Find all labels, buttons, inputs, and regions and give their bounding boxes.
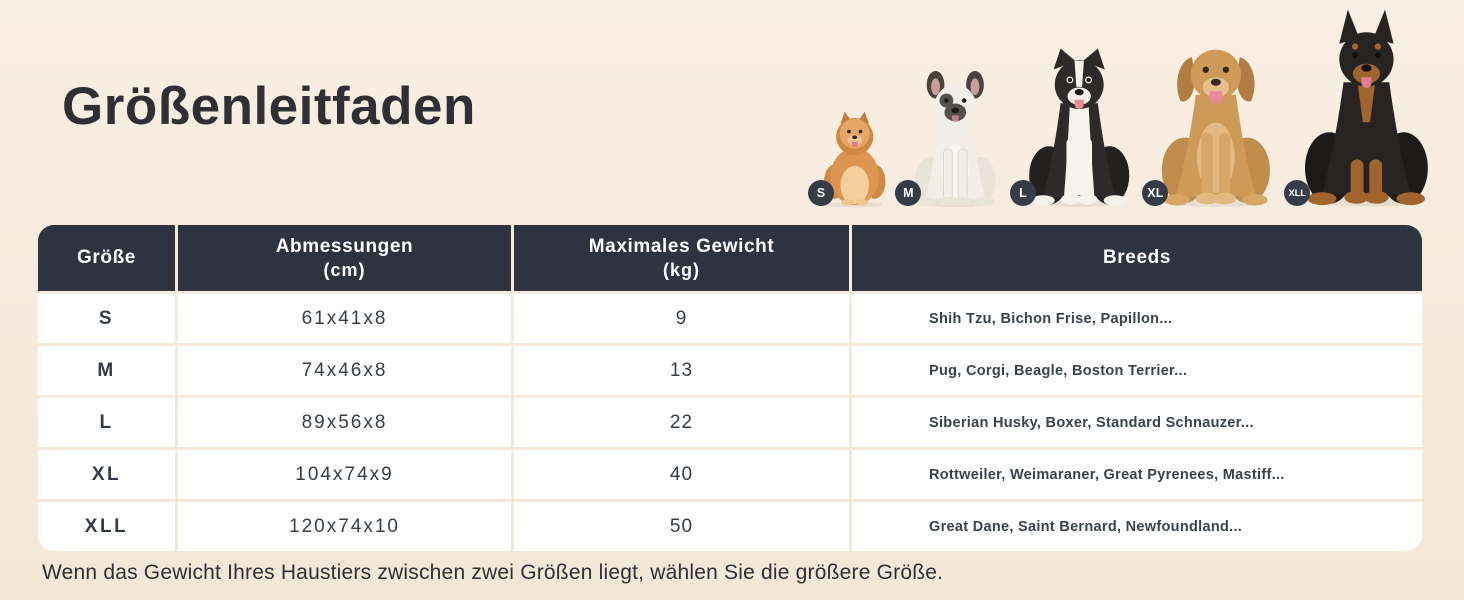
dog-illustration-golden-retriever xyxy=(1162,49,1271,207)
row-s-max-weight: 9 xyxy=(514,294,849,343)
row-xl-breeds: Rottweiler, Weimaraner, Great Pyrenees, … xyxy=(852,450,1422,499)
row-s-breeds: Shih Tzu, Bichon Frise, Papillon... xyxy=(852,294,1422,343)
row-l-breeds: Siberian Husky, Boxer, Standard Schnauze… xyxy=(852,398,1422,447)
size-badge-xl: XL xyxy=(1142,180,1169,206)
dog-illustration-pomeranian xyxy=(824,111,886,208)
column-header-max-weight-unit: (kg) xyxy=(663,259,700,280)
column-header-dimensions-unit: (cm) xyxy=(323,259,366,280)
row-l-max-weight: 22 xyxy=(514,398,849,447)
column-header-dimensions-label: Abmessungen xyxy=(275,235,414,257)
row-xl-size: XL xyxy=(38,450,175,499)
dog-illustration-french-bulldog xyxy=(915,70,997,208)
dog-size-l: L xyxy=(1010,45,1137,208)
size-badge-l: L xyxy=(1010,180,1037,206)
row-xl-max-weight: 40 xyxy=(514,450,849,499)
column-header-breeds: Breeds xyxy=(852,225,1422,291)
dog-illustration-border-collie xyxy=(1029,48,1130,207)
column-header-breeds-label: Breeds xyxy=(1102,247,1172,269)
dog-size-lineup: S M xyxy=(808,0,1438,208)
size-badge-xll: XLL xyxy=(1284,180,1311,206)
page-title: Größenleitfaden xyxy=(62,77,476,136)
row-m-size: M xyxy=(38,346,175,395)
row-m-max-weight: 13 xyxy=(514,346,849,395)
footer-note: Wenn das Gewicht Ihres Haustiers zwische… xyxy=(42,561,944,584)
dog-size-m: M xyxy=(895,70,1005,208)
row-l-size: L xyxy=(38,398,175,447)
column-header-max-weight: Maximales Gewicht (kg) xyxy=(514,225,849,291)
dog-size-s: S xyxy=(808,108,890,208)
row-l-dimensions: 89x56x8 xyxy=(178,398,511,447)
row-xll-breeds: Great Dane, Saint Bernard, Newfoundland.… xyxy=(852,502,1422,551)
dog-size-xl: XL xyxy=(1142,32,1279,208)
size-badge-s: S xyxy=(808,180,835,206)
row-m-dimensions: 74x46x8 xyxy=(178,346,511,395)
dog-illustration-doberman xyxy=(1305,9,1429,207)
column-header-dimensions: Abmessungen (cm) xyxy=(178,225,511,291)
row-xll-max-weight: 50 xyxy=(514,502,849,551)
row-m-breeds: Pug, Corgi, Beagle, Boston Terrier... xyxy=(852,346,1422,395)
column-header-size: Größe xyxy=(38,225,175,291)
column-header-max-weight-label: Maximales Gewicht xyxy=(588,235,775,257)
row-xl-dimensions: 104x74x9 xyxy=(178,450,511,499)
row-xll-dimensions: 120x74x10 xyxy=(178,502,511,551)
size-badge-m: M xyxy=(895,180,922,206)
dog-size-xll: XLL xyxy=(1284,8,1438,208)
row-xll-size: XLL xyxy=(38,502,175,551)
row-s-size: S xyxy=(38,294,175,343)
column-header-size-label: Größe xyxy=(77,247,136,269)
row-s-dimensions: 61x41x8 xyxy=(178,294,511,343)
size-table: Größe Abmessungen (cm) Maximales Gewicht… xyxy=(38,225,1422,551)
